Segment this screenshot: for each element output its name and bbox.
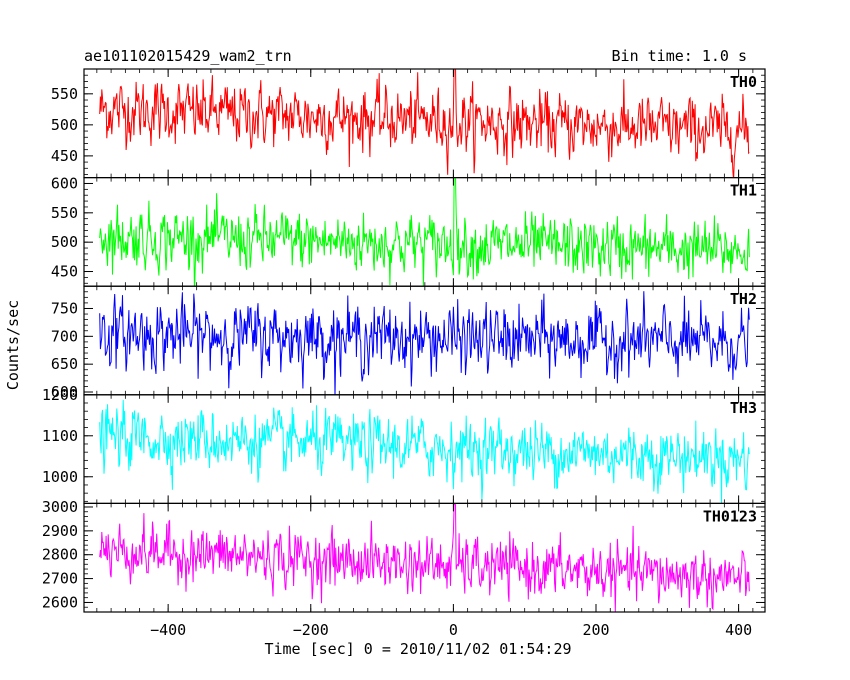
y-tick-label: 550 bbox=[51, 204, 78, 222]
x-tick-label: 0 bbox=[449, 621, 458, 639]
series-th2 bbox=[99, 291, 750, 395]
y-axis-label: Counts/sec bbox=[4, 300, 22, 390]
x-tick-label: −200 bbox=[293, 621, 329, 639]
y-tick-label: 700 bbox=[51, 327, 78, 345]
y-tick-label: 2600 bbox=[42, 593, 78, 611]
panel-th2: 600 650 700 750 TH2 bbox=[51, 285, 766, 401]
y-tick-label: 750 bbox=[51, 299, 78, 317]
x-tick-label: 200 bbox=[582, 621, 609, 639]
y-tick-label: 500 bbox=[51, 233, 78, 251]
x-tick-label: −400 bbox=[150, 621, 186, 639]
panel-label: TH3 bbox=[730, 399, 757, 417]
panel-label: TH0 bbox=[730, 73, 757, 91]
panel-th0123: 2600 2700 2800 2900 3000 TH0123 bbox=[42, 498, 766, 613]
y-tick-label: 2700 bbox=[42, 570, 78, 588]
series-th0 bbox=[99, 69, 750, 178]
panel-label: TH2 bbox=[730, 290, 757, 308]
y-tick-label: 3000 bbox=[42, 498, 78, 516]
y-tick-label: 1100 bbox=[42, 427, 78, 445]
panel-th1: 450 500 550 600 TH1 bbox=[51, 174, 766, 287]
panel-th0: 450 500 550 TH0 bbox=[51, 68, 766, 179]
y-tick-label: 500 bbox=[51, 116, 78, 134]
panel-label: TH0123 bbox=[703, 507, 757, 525]
x-tick-label: 400 bbox=[725, 621, 752, 639]
y-tick-label: 1200 bbox=[42, 386, 78, 404]
panels-group: 450 500 550 TH0 450 500 550 600 TH1 600 650 700 750 T… bbox=[42, 68, 766, 613]
series-th1 bbox=[99, 177, 750, 287]
panel-label: TH1 bbox=[730, 182, 757, 200]
y-tick-label: 2800 bbox=[42, 546, 78, 564]
y-tick-label: 1000 bbox=[42, 468, 78, 486]
panel-frame bbox=[83, 502, 766, 613]
x-axis-label: Time [sec] 0 = 2010/11/02 01:54:29 bbox=[264, 640, 571, 658]
panel-th3: 1000 1100 1200 TH3 bbox=[42, 386, 766, 504]
chart-title: ae101102015429_wam2_trn bbox=[84, 47, 292, 65]
y-tick-label: 450 bbox=[51, 263, 78, 281]
y-tick-label: 600 bbox=[51, 383, 78, 401]
y-tick-label: 2900 bbox=[42, 522, 78, 540]
bin-time-label: Bin time: 1.0 s bbox=[612, 47, 747, 65]
y-tick-label: 650 bbox=[51, 355, 78, 373]
series-th3 bbox=[99, 399, 750, 504]
y-tick-label: 600 bbox=[51, 174, 78, 192]
y-tick-label: 550 bbox=[51, 85, 78, 103]
y-tick-label: 450 bbox=[51, 147, 78, 165]
series-th0123 bbox=[99, 504, 750, 612]
x-axis: −400 −200 0 200 400 bbox=[150, 621, 752, 639]
